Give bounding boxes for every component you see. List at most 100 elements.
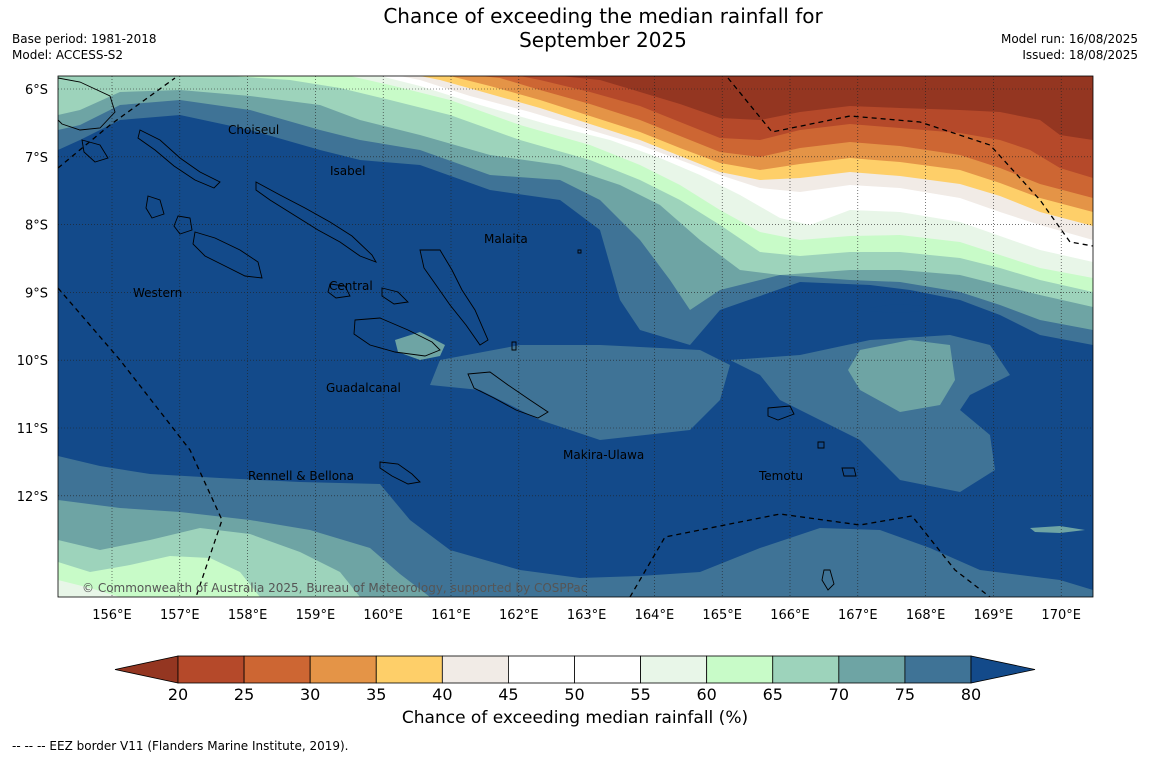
copyright-notice: © Commonwealth of Australia 2025, Bureau…	[82, 581, 587, 595]
eez-west	[58, 287, 223, 597]
band-55-60-south	[58, 580, 120, 597]
title-line-1: Chance of exceeding the median rainfall …	[383, 4, 823, 28]
colorbar-tick-label: 60	[696, 685, 716, 704]
colorbar-segment	[243, 655, 311, 684]
place-rennell-bellona: Rennell & Bellona	[248, 469, 354, 483]
band-70-75-east	[848, 340, 955, 412]
coastlines	[58, 77, 857, 591]
coast-rennell	[379, 461, 421, 485]
longitude-label: 158°E	[228, 608, 268, 623]
latitude-label: 10°S	[17, 354, 48, 369]
eez-footnote: -- -- -- EEZ border V11 (Flanders Marine…	[12, 739, 349, 753]
longitude-label: 165°E	[702, 608, 742, 623]
place-western: Western	[133, 286, 182, 300]
colorbar-segment	[772, 655, 840, 684]
longitude-label: 159°E	[296, 608, 336, 623]
map-title: Chance of exceeding the median rainfall …	[300, 4, 906, 52]
latitude-labels: 6°S 7°S 8°S 9°S 10°S 11°S 12°S	[17, 83, 48, 505]
model-info: Base period: 1981-2018 Model: ACCESS-S2	[12, 31, 157, 63]
colorbar-extend-low	[114, 655, 179, 684]
colorbar-segment	[706, 655, 774, 684]
coast-bougainville-south	[81, 139, 109, 163]
coast-kolombangara	[173, 215, 193, 235]
coast-tikopia	[817, 441, 825, 449]
longitude-label: 160°E	[363, 608, 403, 623]
colorbar-segment	[640, 655, 708, 684]
colorbar-tick-label: 70	[829, 685, 849, 704]
colorbar-segment	[508, 655, 575, 684]
model-name: Model: ACCESS-S2	[12, 48, 124, 62]
coast-vella-lavella	[145, 195, 165, 219]
longitude-label: 163°E	[567, 608, 607, 623]
map-frame	[57, 75, 1094, 598]
colorbar	[114, 655, 1036, 684]
longitude-labels: 156°E 157°E 158°E 159°E 160°E 161°E 162°E 163°E…	[92, 608, 1081, 623]
latitude-label: 12°S	[17, 490, 48, 505]
longitude-label: 157°E	[160, 608, 200, 623]
longitude-label: 156°E	[92, 608, 132, 623]
colorbar-ticks: 20 25 30 35 40 45 50 55 60 65 70 75 80	[168, 685, 981, 704]
longitude-label: 169°E	[974, 608, 1014, 623]
coast-ulawa	[511, 341, 517, 351]
title-line-2: September 2025	[519, 28, 687, 52]
place-choiseul: Choiseul	[228, 123, 279, 137]
longitude-label: 164°E	[635, 608, 675, 623]
place-temotu: Temotu	[758, 469, 803, 483]
colorbar-tick-label: 35	[366, 685, 386, 704]
coast-isabel	[255, 181, 378, 263]
coast-torres	[821, 569, 835, 591]
coast-makira	[467, 371, 549, 419]
band-70-75-south-east	[1030, 526, 1085, 533]
latitude-label: 7°S	[25, 151, 48, 166]
latitude-label: 11°S	[17, 422, 48, 437]
issued-date: Issued: 18/08/2025	[1022, 48, 1138, 62]
coast-malaita	[419, 249, 489, 346]
eez-north-west	[58, 77, 176, 169]
colorbar-segment	[441, 655, 509, 684]
colorbar-label: Chance of exceeding median rainfall (%)	[401, 708, 749, 728]
colorbar-segment	[838, 655, 906, 684]
longitude-label: 161°E	[431, 608, 471, 623]
base-period: Base period: 1981-2018	[12, 32, 157, 46]
band-60-65-south	[58, 556, 260, 597]
colorbar-segment	[309, 655, 377, 684]
coast-vanikoro	[841, 467, 857, 477]
colorbar-segment	[574, 655, 641, 684]
place-isabel: Isabel	[330, 164, 365, 178]
colorbar-tick-label: 55	[630, 685, 650, 704]
colorbar-tick-label: 50	[564, 685, 584, 704]
colorbar-extend-high	[970, 655, 1036, 684]
longitude-label: 167°E	[838, 608, 878, 623]
coast-choiseul	[137, 129, 221, 189]
coast-bougainville	[58, 77, 116, 131]
latitude-label: 9°S	[25, 286, 48, 301]
coast-ngella	[327, 283, 351, 299]
eez-south-east	[629, 513, 991, 597]
longitude-label: 168°E	[906, 608, 946, 623]
coast-russell	[381, 287, 409, 305]
latitude-label: 6°S	[25, 83, 48, 98]
place-central: Central	[329, 279, 373, 293]
colorbar-tick-label: 25	[234, 685, 254, 704]
place-malaita: Malaita	[484, 232, 528, 246]
latitude-label: 8°S	[25, 219, 48, 234]
colorbar-tick-label: 40	[432, 685, 452, 704]
coast-sikaiana	[577, 249, 582, 254]
model-run-date: Model run: 16/08/2025	[1000, 32, 1138, 46]
colorbar-tick-label: 20	[168, 685, 188, 704]
coast-new-georgia	[192, 231, 263, 279]
colorbar-tick-label: 30	[300, 685, 320, 704]
longitude-label: 170°E	[1041, 608, 1081, 623]
colorbar-segment	[375, 655, 443, 684]
place-guadalcanal: Guadalcanal	[326, 381, 401, 395]
colorbar-tick-label: 75	[895, 685, 915, 704]
place-makira-ulawa: Makira-Ulawa	[563, 448, 644, 462]
coast-guadalcanal	[353, 317, 441, 357]
coast-santa-cruz	[767, 405, 795, 421]
longitude-label: 166°E	[770, 608, 810, 623]
colorbar-segment	[904, 655, 972, 684]
colorbar-segment	[177, 655, 245, 684]
band-80-plus-east-patch	[870, 304, 928, 313]
map-panel: Choiseul Isabel Malaita Western Central …	[58, 76, 1093, 597]
eez-north-east	[727, 77, 1093, 247]
